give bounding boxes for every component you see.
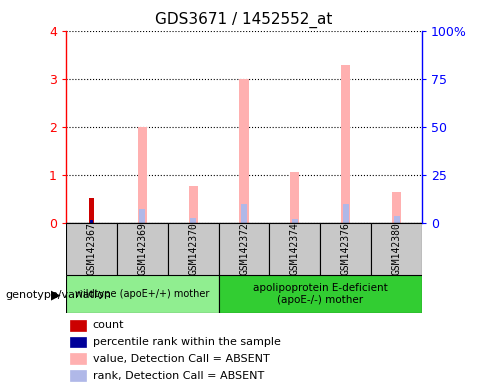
Bar (70, 337, 86, 348)
Title: GDS3671 / 1452552_at: GDS3671 / 1452552_at (155, 12, 333, 28)
Text: GSM142374: GSM142374 (290, 222, 300, 275)
Text: count: count (93, 320, 124, 330)
Bar (70, 370, 86, 381)
Text: GSM142367: GSM142367 (86, 222, 96, 275)
Text: ▶: ▶ (51, 288, 61, 301)
Bar (168, 223, 219, 275)
Bar (70, 353, 86, 364)
Text: percentile rank within the sample: percentile rank within the sample (93, 337, 281, 347)
Bar (188, 186, 198, 223)
Bar (320, 223, 371, 275)
Bar (240, 79, 248, 223)
Bar (66, 275, 219, 313)
Text: apolipoprotein E-deficient
(apoE-/-) mother: apolipoprotein E-deficient (apoE-/-) mot… (253, 283, 387, 305)
Bar (70, 320, 86, 331)
Bar (269, 223, 320, 275)
Text: value, Detection Call = ABSENT: value, Detection Call = ABSENT (93, 354, 269, 364)
Text: GSM142369: GSM142369 (137, 222, 147, 275)
Bar (190, 218, 196, 223)
Bar (341, 65, 350, 223)
Bar (66, 223, 117, 275)
Bar (89, 198, 94, 223)
Text: GSM142380: GSM142380 (392, 222, 402, 275)
Bar (117, 223, 168, 275)
Bar (219, 275, 422, 313)
Text: GSM142372: GSM142372 (239, 222, 249, 275)
Bar (138, 127, 147, 223)
Text: wildtype (apoE+/+) mother: wildtype (apoE+/+) mother (75, 289, 209, 299)
Bar (371, 223, 422, 275)
Text: genotype/variation: genotype/variation (5, 290, 111, 300)
Text: GSM142370: GSM142370 (188, 222, 198, 275)
Text: rank, Detection Call = ABSENT: rank, Detection Call = ABSENT (93, 371, 264, 381)
Bar (90, 220, 93, 223)
Bar (241, 204, 247, 223)
Bar (290, 172, 300, 223)
Bar (292, 219, 298, 223)
Bar (394, 216, 400, 223)
Bar (392, 192, 401, 223)
Bar (139, 209, 145, 223)
Text: GSM142376: GSM142376 (341, 222, 351, 275)
Bar (343, 204, 349, 223)
Bar (219, 223, 269, 275)
